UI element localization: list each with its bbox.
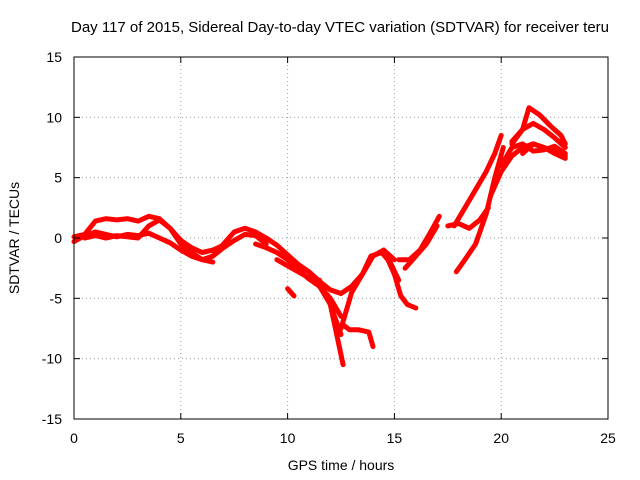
y-tick-label: 0 [54,230,62,246]
axis-ticks: 0 5 10 15 20 25 15 10 5 0 -5 -10 -15 [42,49,616,446]
series-track-o [451,132,504,229]
x-tick-label: 15 [387,430,403,446]
y-tick-label: -5 [50,290,63,306]
series-track-h [317,277,346,368]
y-tick-label: -15 [42,411,62,427]
x-tick-label: 25 [600,430,616,446]
x-tick-label: 0 [70,430,78,446]
series-track-m [402,223,440,271]
series-track-c [82,217,216,265]
y-tick-label: 5 [54,170,62,186]
y-axis-label: SDTVAR / TECUs [6,182,22,294]
series-track-a [71,229,269,263]
series-layer [71,105,568,368]
series-track-k [381,247,419,311]
x-tick-label: 10 [280,430,296,446]
series-track-b [71,213,226,255]
series-track-r [498,141,568,169]
y-tick-label: 15 [46,49,62,65]
x-tick-label: 20 [493,430,509,446]
chart-title: Day 117 of 2015, Sidereal Day-to-day VTE… [71,19,609,36]
series-track-j [340,322,376,350]
series-track-p [453,145,506,275]
y-tick-label: -10 [42,351,62,367]
series-track-t [509,120,568,150]
x-axis-label: GPS time / hours [288,457,395,473]
y-tick-label: 10 [46,109,62,125]
series-track-g [285,286,297,299]
x-tick-label: 5 [177,430,185,446]
series-track-u [520,141,568,161]
